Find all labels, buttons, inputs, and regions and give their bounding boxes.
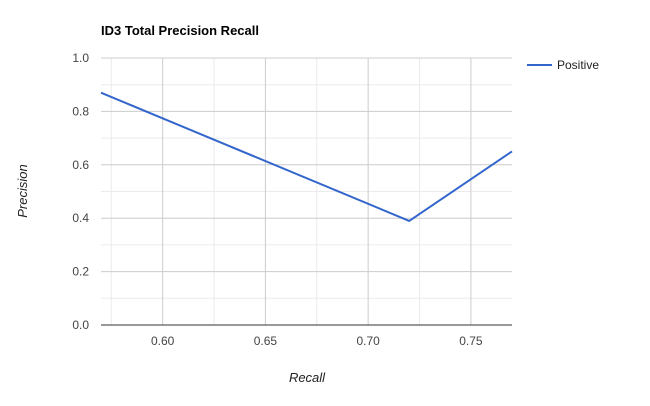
y-tick-label: 0.4 xyxy=(72,211,89,225)
y-tick-label: 1.0 xyxy=(72,51,89,65)
x-axis-ticks: 0.60 0.65 0.70 0.75 xyxy=(151,334,483,348)
minor-gridlines xyxy=(101,58,512,325)
major-gridlines xyxy=(101,57,512,325)
x-tick-label: 0.75 xyxy=(459,334,483,348)
y-tick-label: 0.8 xyxy=(72,104,89,118)
y-axis-label: Precision xyxy=(15,164,30,217)
x-tick-label: 0.60 xyxy=(151,334,175,348)
y-tick-label: 0.6 xyxy=(72,158,89,172)
series-line-positive[interactable] xyxy=(100,91,513,222)
chart-title: ID3 Total Precision Recall xyxy=(101,23,259,38)
series-layer xyxy=(100,91,513,222)
y-tick-label: 0.0 xyxy=(72,318,89,332)
x-axis-label: Recall xyxy=(289,370,326,385)
legend[interactable]: Positive xyxy=(527,58,599,72)
y-tick-label: 0.2 xyxy=(72,265,89,279)
x-tick-label: 0.65 xyxy=(254,334,278,348)
x-tick-label: 0.70 xyxy=(356,334,380,348)
legend-label-positive: Positive xyxy=(557,58,599,72)
y-axis-ticks: 0.0 0.2 0.4 0.6 0.8 1.0 xyxy=(72,51,89,332)
